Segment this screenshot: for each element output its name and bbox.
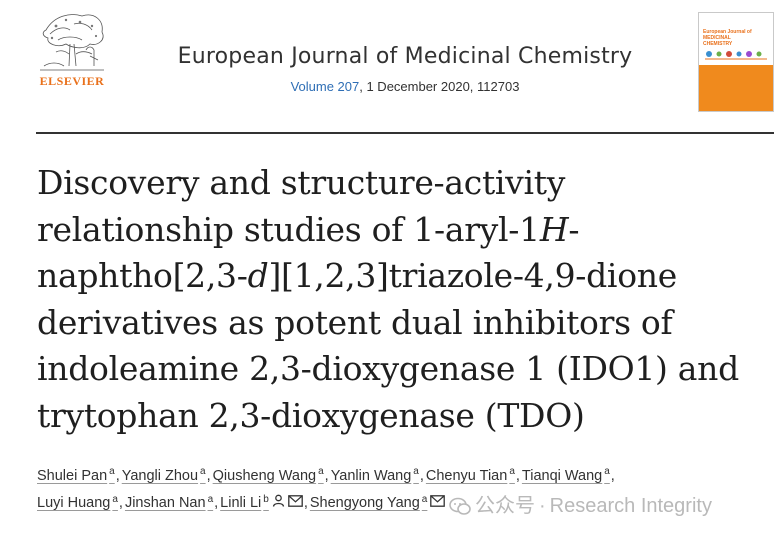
- author-row: Shulei Pan a, Yangli Zhou a, Qiusheng Wang a,…: [37, 463, 777, 490]
- cover-artwork-icon: [705, 51, 767, 60]
- author-link[interactable]: Qiusheng Wang a: [212, 466, 324, 484]
- author-name: Luyi Huang: [37, 495, 111, 512]
- author-link[interactable]: Linli Li b: [220, 493, 269, 512]
- author-link[interactable]: Chenyu Tian a: [425, 466, 515, 484]
- volume-link[interactable]: Volume 207: [290, 79, 360, 94]
- author-separator: ,: [303, 495, 308, 512]
- person-icon[interactable]: [272, 490, 285, 517]
- affiliation-marker: a: [413, 466, 419, 478]
- cover-title: European Journal of MEDICINAL CHEMISTRY: [703, 29, 769, 47]
- cover-top-strip: [699, 13, 773, 25]
- author-name: Shengyong Yang: [309, 495, 420, 512]
- author-link[interactable]: Yanlin Wang a: [330, 466, 419, 484]
- mail-icon[interactable]: [430, 490, 446, 517]
- affiliation-marker: a: [318, 466, 324, 478]
- elsevier-tree-icon: [36, 10, 108, 74]
- author-separator: ,: [324, 468, 329, 484]
- cover-title-band: [699, 25, 773, 65]
- title-line: Discovery and structure-activity: [37, 160, 777, 207]
- title-segment: Discovery and structure-activity: [37, 163, 566, 202]
- author-name: Yangli Zhou: [121, 468, 199, 484]
- author-row: Luyi Huang a, Jinshan Nan a, Linli Li b, Sheng…: [37, 490, 777, 517]
- author-separator: ,: [419, 468, 424, 484]
- author-name: Shulei Pan: [37, 468, 108, 484]
- title-line: trytophan 2,3-dioxygenase (TDO): [37, 393, 777, 440]
- issue-info: Volume 207, 1 December 2020, 112703: [140, 79, 670, 94]
- title-line: naphtho[2,3-d][1,2,3]triazole-4,9-dione: [37, 253, 777, 300]
- cover-title-line: European Journal of: [703, 29, 752, 35]
- affiliation-marker: a: [200, 466, 206, 478]
- title-segment: relationship studies of 1-aryl-1: [37, 209, 540, 249]
- journal-header: European Journal of Medicinal Chemistry …: [140, 44, 670, 94]
- title-italic-segment: d: [247, 256, 269, 295]
- author-link[interactable]: Shengyong Yang a: [309, 493, 428, 512]
- title-segment: trytophan 2,3-dioxygenase (TDO): [37, 395, 585, 435]
- title-line: indoleamine 2,3-dioxygenase 1 (IDO1) and: [37, 346, 777, 393]
- affiliation-marker: b: [263, 493, 269, 505]
- title-segment: naphtho[2,3-: [37, 256, 248, 295]
- affiliation-marker: a: [112, 493, 118, 505]
- author-separator: ,: [610, 468, 615, 484]
- title-segment: indoleamine 2,3-dioxygenase 1 (IDO1) and: [37, 349, 739, 388]
- title-segment: -: [568, 209, 580, 249]
- watermark-brand: Research Integrity: [549, 495, 712, 517]
- author-separator: ,: [206, 468, 211, 484]
- affiliation-marker: a: [207, 493, 214, 505]
- author-link[interactable]: Tianqi Wang a: [521, 466, 610, 484]
- journal-cover-thumbnail[interactable]: European Journal of MEDICINAL CHEMISTRY: [698, 12, 774, 112]
- watermark-account: 公众号: [475, 495, 535, 517]
- author-link[interactable]: Yangli Zhou a: [121, 466, 206, 484]
- title-segment: ][1,2,3]triazole-4,9-dione: [268, 256, 677, 295]
- cover-title-line: CHEMISTRY: [703, 41, 733, 47]
- watermark-separator: ·: [539, 495, 546, 517]
- title-segment: derivatives as potent dual inhibitors of: [37, 302, 673, 342]
- affiliation-marker: a: [509, 466, 515, 478]
- author-list: Shulei Pan a, Yangli Zhou a, Qiusheng Wang a,…: [37, 463, 777, 517]
- chat-bubble-icon: [449, 497, 471, 515]
- watermark: 公众号 · Research Integrity: [449, 489, 712, 517]
- title-italic-segment: H: [539, 209, 569, 249]
- author-name: Tianqi Wang: [521, 468, 603, 484]
- author-name: Linli Li: [220, 495, 262, 512]
- elsevier-logo[interactable]: ELSEVIER: [36, 10, 108, 90]
- author-separator: ,: [515, 468, 520, 484]
- cover-title-line: MEDICINAL: [703, 35, 731, 41]
- article-title: Discovery and structure-activity relation…: [37, 160, 777, 439]
- issue-date-article-number: , 1 December 2020, 112703: [359, 79, 520, 94]
- title-line: derivatives as potent dual inhibitors of: [37, 300, 777, 347]
- affiliation-marker: a: [109, 466, 115, 478]
- affiliation-marker: a: [421, 493, 428, 505]
- author-link[interactable]: Luyi Huang a: [37, 493, 118, 512]
- author-name: Chenyu Tian: [425, 468, 508, 484]
- author-separator: ,: [115, 468, 120, 484]
- author-name: Jinshan Nan: [124, 495, 206, 512]
- author-separator: ,: [118, 495, 123, 512]
- affiliation-marker: a: [604, 466, 610, 478]
- elsevier-wordmark: ELSEVIER: [39, 74, 105, 88]
- title-line: relationship studies of 1-aryl-1H-: [37, 207, 777, 254]
- header-divider: [36, 132, 774, 134]
- mail-icon[interactable]: [287, 490, 303, 517]
- journal-title-link[interactable]: European Journal of Medicinal Chemistry: [177, 44, 633, 69]
- author-name: Yanlin Wang: [330, 468, 412, 484]
- author-name: Qiusheng Wang: [212, 468, 317, 484]
- author-link[interactable]: Jinshan Nan a: [124, 493, 214, 512]
- author-separator: ,: [214, 495, 219, 512]
- author-link[interactable]: Shulei Pan a: [37, 466, 115, 484]
